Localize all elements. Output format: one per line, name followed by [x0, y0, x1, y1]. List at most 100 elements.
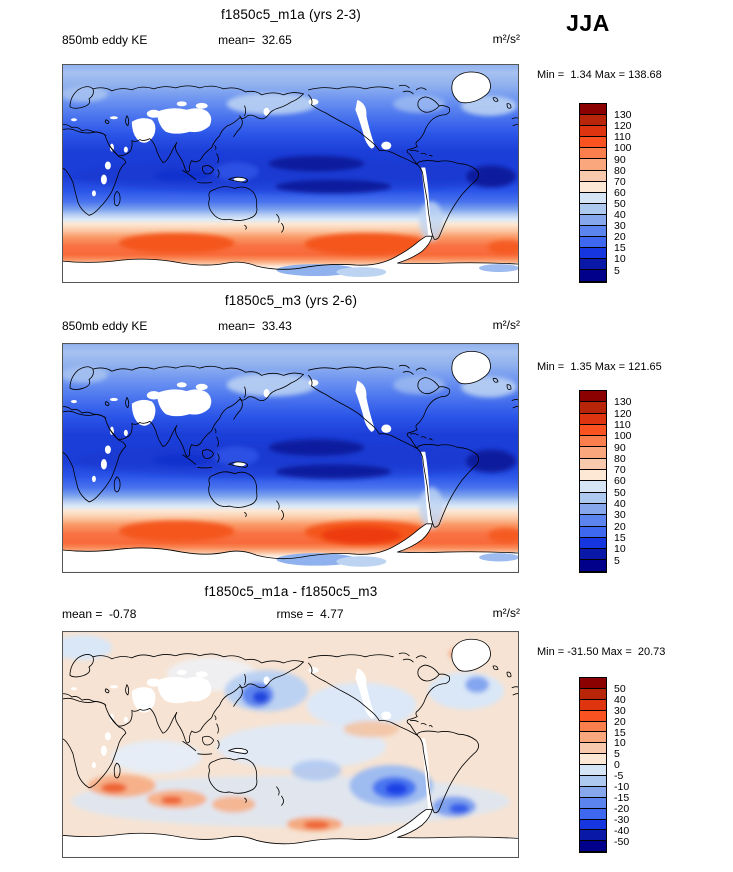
colorbar-tick-label: 30	[614, 220, 626, 233]
colorbar-2-swatches	[579, 390, 607, 573]
colorbar-tick-label: 5	[614, 748, 620, 761]
colorbar-tick-label: 40	[614, 498, 626, 510]
colorbar-swatch	[580, 537, 606, 550]
colorbar-swatch	[580, 560, 606, 572]
colorbar-tick-label: 15	[614, 726, 626, 739]
colorbar-swatch	[580, 797, 606, 809]
colorbar-tick-label: -5	[614, 770, 624, 783]
panel-3-rmse-stat: rmse = 4.77	[276, 607, 344, 621]
colorbar-swatch	[580, 181, 606, 193]
colorbar-tick-label: -40	[614, 824, 630, 837]
map-panel-1	[62, 64, 519, 283]
colorbar-swatch	[580, 515, 606, 527]
colorbar-swatch	[580, 481, 606, 493]
colorbar-tick-label: 110	[614, 418, 631, 431]
colorbar-swatch	[580, 137, 606, 149]
colorbar-swatch	[580, 526, 606, 538]
colorbar-tick-label: 130	[614, 396, 632, 409]
colorbar-tick-label: 50	[614, 682, 626, 695]
colorbar-swatch	[580, 170, 606, 182]
colorbar-panel-3: 50 40 30 20 15 10 5 0 -5 -10 -15 -20 -30 -40 -50	[579, 677, 659, 854]
colorbar-tick-label: 0	[614, 759, 620, 772]
panel-2-minmax: Min = 1.35 Max = 121.65	[537, 361, 662, 373]
colorbar-tick-label: -30	[614, 813, 630, 826]
colorbar-tick-label: 10	[614, 543, 626, 556]
colorbar-tick-label: -50	[614, 835, 630, 848]
colorbar-tick-label: 15	[614, 242, 626, 255]
panel-1-minmax: Min = 1.34 Max = 138.68	[537, 69, 662, 81]
panel-1-variable-label: 850mb eddy KE	[62, 33, 148, 47]
colorbar-swatch	[580, 710, 606, 722]
colorbar-tick-label: 40	[614, 209, 626, 221]
colorbar-3-swatches	[579, 677, 607, 854]
colorbar-swatch	[580, 776, 606, 787]
colorbar-swatch	[580, 159, 606, 171]
colorbar-swatch	[580, 447, 606, 459]
colorbar-tick-label: -15	[614, 791, 630, 804]
colorbar-tick-label: 70	[614, 175, 626, 188]
colorbar-tick-label: 100	[614, 142, 632, 155]
colorbar-tick-label: 20	[614, 715, 626, 728]
colorbar-swatch	[580, 830, 606, 842]
colorbar-tick-label: 50	[614, 486, 626, 499]
colorbar-swatch	[580, 721, 606, 733]
colorbar-swatch	[580, 192, 606, 204]
colorbar-swatch	[580, 214, 606, 227]
panel-2-units-label: m²/s²	[492, 318, 520, 332]
colorbar-tick-label: 20	[614, 231, 626, 244]
colorbar-tick-label: 60	[614, 186, 626, 199]
colorbar-swatch	[580, 678, 606, 689]
colorbar-tick-label: 100	[614, 430, 632, 443]
colorbar-tick-label: 80	[614, 452, 626, 465]
panel-3-units-label: m²/s²	[492, 606, 520, 620]
colorbar-swatch	[580, 413, 606, 425]
colorbar-swatch	[580, 743, 606, 755]
colorbar-swatch	[580, 808, 606, 820]
panel-3-title: f1850c5_m1a - f1850c5_m3	[204, 584, 378, 599]
colorbar-tick-label: 30	[614, 704, 626, 717]
colorbar-tick-label: 90	[614, 441, 626, 454]
colorbar-swatch	[580, 148, 606, 160]
colorbar-swatch	[580, 391, 606, 403]
colorbar-swatch	[580, 503, 606, 516]
colorbar-tick-label: 120	[614, 407, 632, 420]
panel-3-mean-stat: mean = -0.78	[62, 607, 137, 621]
colorbar-swatch	[580, 688, 606, 700]
colorbar-panel-1: 130 120 110 100 90 80 70 60 50 40 30 20 15 10 5	[579, 103, 659, 283]
colorbar-swatch	[580, 104, 606, 116]
colorbar-tick-label: 10	[614, 737, 626, 750]
colorbar-tick-label: 5	[614, 554, 620, 567]
colorbar-tick-label: 10	[614, 253, 626, 266]
colorbar-swatch	[580, 754, 606, 766]
panel-1-mean-stat: mean= 32.65	[218, 33, 292, 47]
colorbar-swatch	[580, 203, 606, 215]
colorbar-swatch	[580, 270, 606, 282]
colorbar-swatch	[580, 549, 606, 561]
colorbar-tick-label: 15	[614, 531, 626, 544]
colorbar-swatch	[580, 732, 606, 744]
colorbar-swatch	[580, 765, 606, 777]
colorbar-swatch	[580, 226, 606, 238]
season-title: JJA	[566, 10, 610, 36]
colorbar-swatch	[580, 699, 606, 711]
colorbar-tick-label: 80	[614, 164, 626, 177]
colorbar-tick-label: 60	[614, 475, 626, 488]
colorbar-tick-label: 130	[614, 109, 632, 122]
colorbar-swatch	[580, 786, 606, 798]
colorbar-swatch	[580, 458, 606, 471]
panel-3-minmax: Min = -31.50 Max = 20.73	[537, 646, 666, 658]
colorbar-tick-label: 40	[614, 693, 626, 706]
colorbar-1-swatches	[579, 103, 607, 283]
panel-1-units-label: m²/s²	[492, 32, 520, 46]
colorbar-swatch	[580, 436, 606, 448]
colorbar-swatch	[580, 259, 606, 271]
panel-2-variable-label: 850mb eddy KE	[62, 319, 148, 333]
colorbar-tick-label: 20	[614, 520, 626, 533]
panel-1-title: f1850c5_m1a (yrs 2-3)	[220, 7, 361, 22]
map-panel-3	[62, 631, 519, 858]
colorbar-tick-label: 50	[614, 197, 626, 210]
colorbar-swatch	[580, 115, 606, 127]
colorbar-swatch	[580, 819, 606, 831]
colorbar-tick-label: 90	[614, 153, 626, 166]
